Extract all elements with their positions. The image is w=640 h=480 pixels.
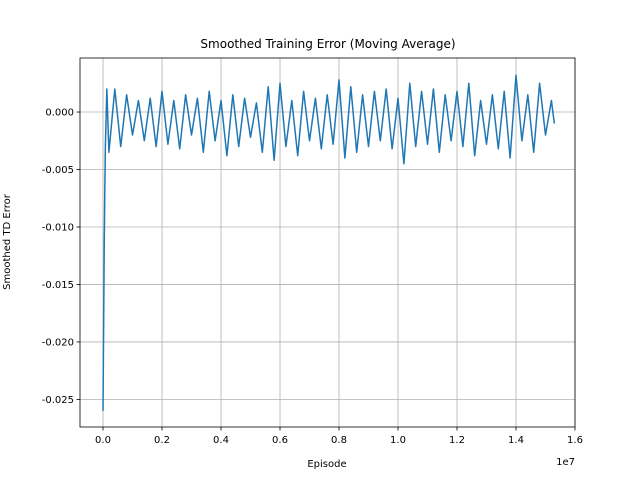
y-tick-label: 0.000 xyxy=(45,108,74,119)
y-tick-label: -0.025 xyxy=(42,395,74,406)
x-tick-label: 1.6 xyxy=(567,435,583,446)
chart-title: Smoothed Training Error (Moving Average) xyxy=(200,37,455,51)
x-tick-label: 1.4 xyxy=(508,435,524,446)
x-tick-label: 0.8 xyxy=(331,435,347,446)
x-axis-label: Episode xyxy=(307,459,346,470)
y-tick-label: -0.005 xyxy=(42,165,74,176)
y-axis-label: Smoothed TD Error xyxy=(2,193,13,290)
x-tick-label: 0.4 xyxy=(213,435,229,446)
x-tick-label: 0.0 xyxy=(95,435,111,446)
x-tick-label: 1.0 xyxy=(390,435,406,446)
x-tick-label: 1.2 xyxy=(449,435,465,446)
line-series xyxy=(102,74,556,411)
plot-frame xyxy=(79,57,576,428)
x-tick-label: 0.6 xyxy=(272,435,288,446)
y-tick-label: -0.015 xyxy=(42,280,74,291)
y-tick-label: -0.020 xyxy=(42,337,74,348)
x-tick-label: 0.2 xyxy=(154,435,170,446)
x-offset-label: 1e7 xyxy=(556,457,575,468)
y-tick-label: -0.010 xyxy=(42,222,74,233)
